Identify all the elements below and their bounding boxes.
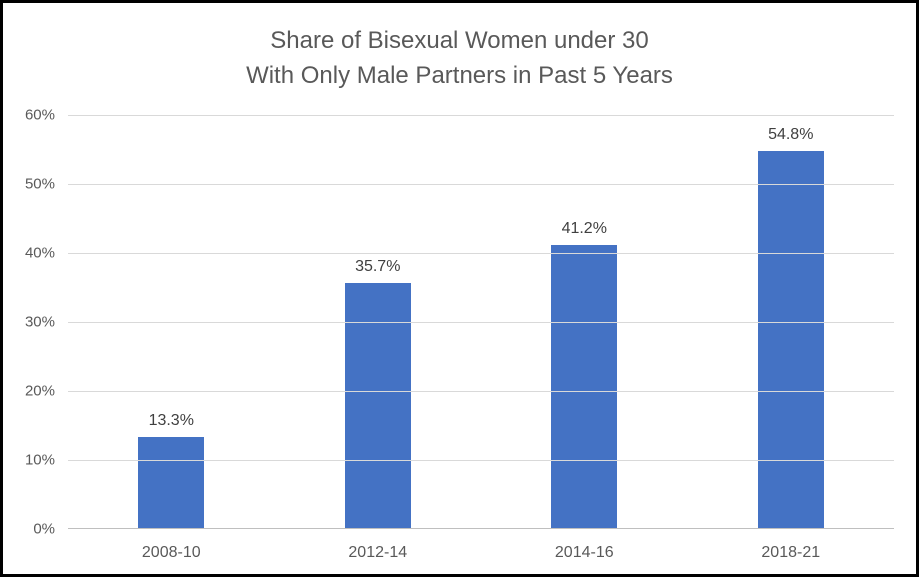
bars-row: 13.3% 35.7% 41.2% 54.8%: [68, 115, 894, 529]
x-tick-label: 2012-14: [348, 544, 408, 561]
y-tick-label: 60%: [24, 106, 55, 124]
x-tick-label: 2008-10: [141, 544, 201, 561]
y-axis-labels: 0% 10% 20% 30% 40% 50% 60%: [3, 107, 55, 538]
gridline: [68, 321, 894, 323]
gridline: [68, 114, 894, 116]
y-tick-label: 50%: [24, 175, 55, 193]
chart-title-line-2: With Only Male Partners in Past 5 Years: [246, 62, 673, 89]
y-tick-label: 30%: [24, 313, 55, 331]
bar-slot: 54.8%: [688, 115, 895, 529]
bar-2008-10: 13.3%: [138, 412, 205, 529]
gridline: [68, 459, 894, 461]
x-axis-labels: 2008-10 2012-14 2014-16 2018-21: [68, 541, 894, 565]
chart-title: Share of Bisexual Women under 30 With On…: [3, 23, 916, 93]
bar-value-label: 54.8%: [768, 125, 814, 143]
bar-value-label: 13.3%: [148, 412, 194, 430]
bar-2018-21: 54.8%: [757, 126, 824, 529]
gridline: [68, 390, 894, 392]
x-tick-label: 2014-16: [554, 544, 614, 561]
bar-value-label: 35.7%: [355, 257, 401, 275]
x-tick-label: 2018-21: [761, 544, 821, 561]
y-tick-label: 40%: [24, 244, 55, 262]
bar-2012-14: 35.7%: [344, 258, 411, 529]
bar-slot: 41.2%: [481, 115, 688, 529]
gridline: [68, 252, 894, 254]
chart-title-line-1: Share of Bisexual Women under 30: [270, 27, 649, 54]
y-tick-label: 20%: [24, 382, 55, 400]
bar-2014-16: 41.2%: [551, 220, 618, 529]
bar-value-label: 41.2%: [561, 219, 607, 237]
y-tick-label: 0%: [33, 520, 55, 538]
gridline: [68, 183, 894, 185]
x-axis-line: [68, 528, 894, 529]
y-tick-label: 10%: [24, 451, 55, 469]
bar-slot: 35.7%: [275, 115, 482, 529]
plot-area: 13.3% 35.7% 41.2% 54.8%: [68, 114, 894, 529]
bar-slot: 13.3%: [68, 115, 275, 529]
